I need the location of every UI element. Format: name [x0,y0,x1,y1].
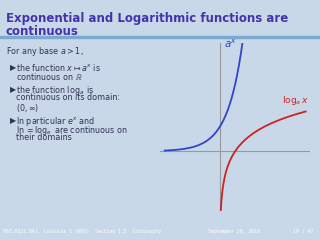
Text: continuous on its domain:: continuous on its domain: [16,93,120,102]
Text: the function $\log_a$ is: the function $\log_a$ is [16,84,95,97]
Text: $a^x$: $a^x$ [224,38,237,50]
Text: $\blacktriangleright$: $\blacktriangleright$ [8,84,18,95]
Text: September 20, 2010: September 20, 2010 [208,228,260,234]
Text: 19 / 47: 19 / 47 [293,228,314,234]
Text: For any base $a > 1$,: For any base $a > 1$, [6,45,84,58]
Text: $\blacktriangleright$: $\blacktriangleright$ [8,115,18,126]
Text: the function $x \mapsto a^x$ is: the function $x \mapsto a^x$ is [16,62,101,73]
Text: Section 1.5  Continuity: Section 1.5 Continuity [95,228,161,234]
Text: $\ln = \log_e$ are continuous on: $\ln = \log_e$ are continuous on [16,124,128,137]
Text: continuous: continuous [6,25,79,38]
Text: Exponential and Logarithmic functions are: Exponential and Logarithmic functions ar… [6,12,288,25]
Text: In particular $e^x$ and: In particular $e^x$ and [16,115,95,128]
Text: their domains: their domains [16,133,72,142]
Text: continuous on $\mathbb{R}$: continuous on $\mathbb{R}$ [16,71,83,82]
Bar [0,36,320,38]
Text: $\blacktriangleright$: $\blacktriangleright$ [8,62,18,73]
Text: $(0, \infty)$: $(0, \infty)$ [16,102,39,114]
Text: $\log_a x$: $\log_a x$ [282,94,309,107]
Text: V63.0121.041, Calculus I (NYU): V63.0121.041, Calculus I (NYU) [3,228,90,234]
